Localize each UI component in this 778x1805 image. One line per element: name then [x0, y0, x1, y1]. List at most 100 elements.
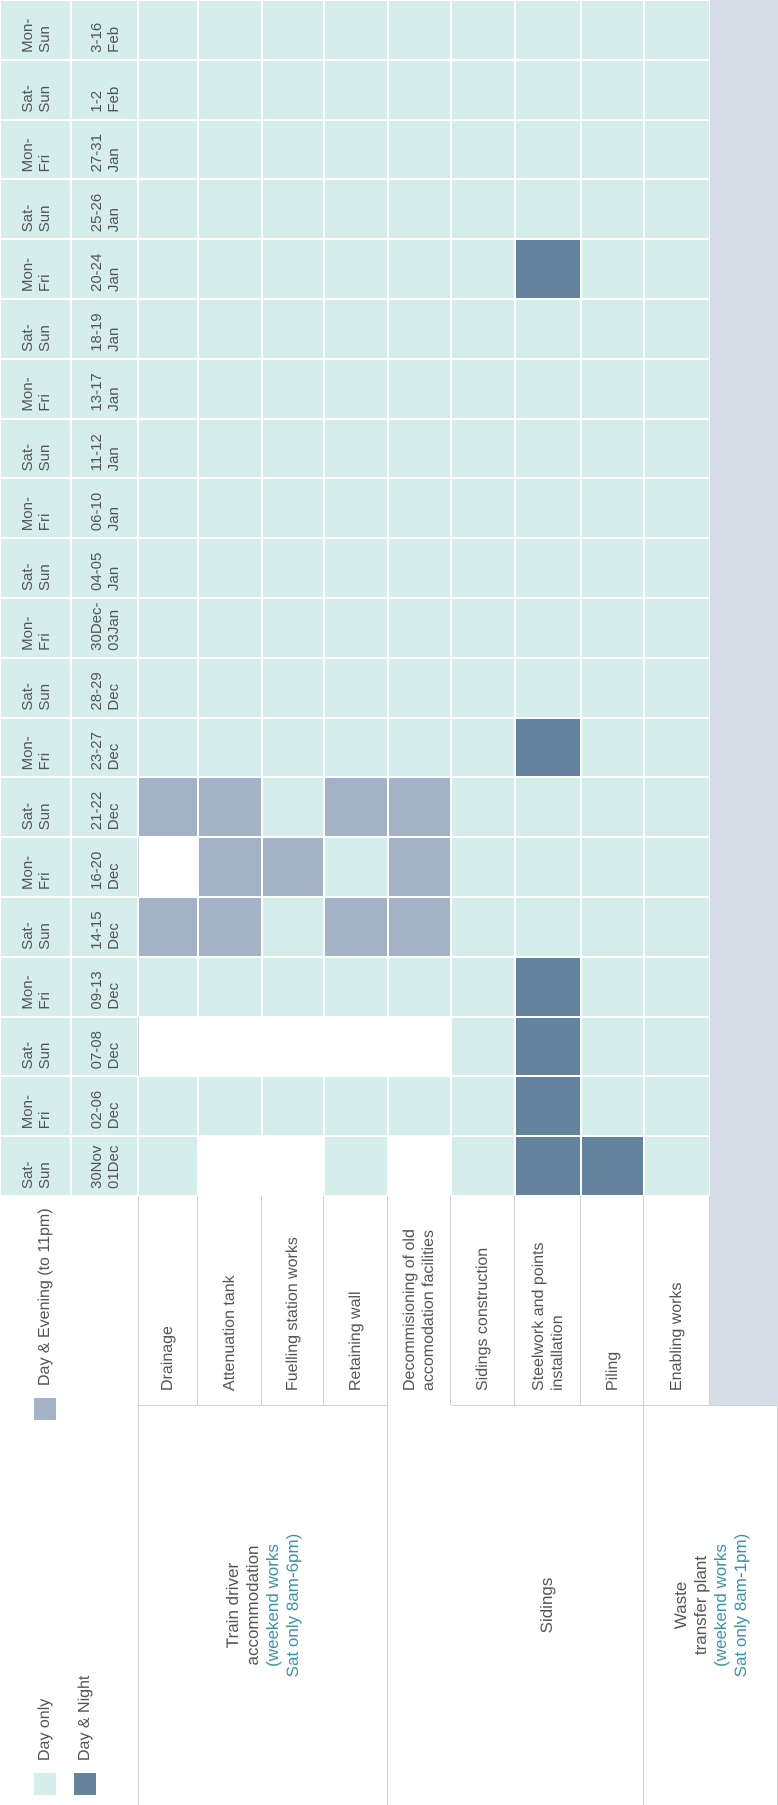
column-days: Mon- Sun	[0, 0, 71, 60]
legend-swatch	[74, 1773, 96, 1795]
column-days: Mon- Fri	[0, 478, 71, 539]
group-label: Waste transfer plant (weekend works Sat o…	[644, 1405, 778, 1805]
schedule-cell	[581, 777, 644, 838]
group-label: Train driver accommodation (weekend works…	[138, 1405, 388, 1805]
schedule-cell	[324, 538, 388, 598]
schedule-cell	[644, 358, 710, 419]
schedule-cell	[324, 418, 388, 479]
schedule-cell	[581, 1016, 644, 1077]
schedule-cell	[198, 239, 262, 299]
schedule-cell	[644, 837, 710, 897]
schedule-cell	[262, 299, 324, 359]
schedule-cell	[138, 179, 198, 240]
schedule-cell	[388, 418, 451, 479]
schedule-cell	[198, 119, 262, 180]
schedule-cell	[324, 119, 388, 180]
schedule-cell	[262, 0, 324, 60]
schedule-cell	[138, 657, 198, 718]
group-title: Train driver accommodation	[222, 1545, 262, 1666]
schedule-cell	[388, 299, 451, 359]
schedule-cell	[138, 239, 198, 299]
column-days: Sat- Sun	[0, 1136, 71, 1196]
schedule-cell	[644, 478, 710, 539]
schedule-cell	[262, 538, 324, 598]
activity-label: Retaining wall	[324, 1196, 388, 1405]
schedule-cell	[138, 59, 198, 120]
schedule-cell	[515, 299, 581, 359]
column-days: Sat- Sun	[0, 418, 71, 479]
schedule-cell	[515, 478, 581, 539]
schedule-cell	[324, 179, 388, 240]
schedule-cell	[644, 657, 710, 718]
schedule-cell	[451, 598, 515, 658]
schedule-cell	[644, 717, 710, 778]
activity-label: Fuelling station works	[262, 1196, 324, 1405]
legend-item: Day & Night	[70, 1676, 100, 1795]
schedule-cell	[324, 897, 388, 957]
schedule-cell	[138, 299, 198, 359]
column-days: Mon- Fri	[0, 1076, 71, 1137]
schedule-cell	[324, 358, 388, 419]
schedule-cell	[515, 358, 581, 419]
column-dates: 28-29 Dec	[71, 657, 138, 718]
schedule-cell	[515, 59, 581, 120]
schedule-cell	[515, 657, 581, 718]
schedule-cell	[388, 598, 451, 658]
schedule-cell	[262, 598, 324, 658]
schedule-cell	[138, 0, 198, 60]
column-days: Mon- Fri	[0, 717, 71, 778]
schedule-cell	[451, 837, 515, 897]
schedule-cell	[644, 299, 710, 359]
schedule-cell	[388, 179, 451, 240]
schedule-cell	[644, 598, 710, 658]
column-days: Sat- Sun	[0, 59, 71, 120]
schedule-cell	[198, 956, 262, 1017]
schedule-cell	[324, 777, 388, 838]
schedule-cell	[451, 777, 515, 838]
column-dates: 1-2 Feb	[71, 59, 138, 120]
schedule-cell	[388, 239, 451, 299]
schedule-cell	[198, 1076, 262, 1137]
schedule-cell	[138, 897, 198, 957]
activity-label: Drainage	[138, 1196, 198, 1405]
schedule-cell	[262, 478, 324, 539]
column-days: Mon- Fri	[0, 598, 71, 658]
activity-label: Decommisioning of old accomodation facil…	[388, 1196, 451, 1405]
schedule-cell	[451, 657, 515, 718]
schedule-cell	[138, 777, 198, 838]
column-dates: 30Dec- 03Jan	[71, 598, 138, 658]
column-dates: 11-12 Jan	[71, 418, 138, 479]
schedule-cell	[644, 956, 710, 1017]
schedule-cell	[388, 478, 451, 539]
legend-label: Day only	[36, 1698, 53, 1761]
schedule-cell	[138, 358, 198, 419]
schedule-cell	[581, 358, 644, 419]
legend-item: Day only	[30, 1699, 60, 1795]
schedule-cell	[262, 358, 324, 419]
legend-label: Day & Night	[76, 1675, 93, 1761]
schedule-cell	[581, 1136, 644, 1196]
schedule-cell	[644, 119, 710, 180]
column-days: Mon- Fri	[0, 837, 71, 897]
schedule-cell	[581, 538, 644, 598]
schedule-cell	[581, 897, 644, 957]
column-days: Sat- Sun	[0, 897, 71, 957]
schedule-cell	[262, 179, 324, 240]
schedule-cell	[451, 1016, 515, 1077]
schedule-cell	[644, 1076, 710, 1137]
schedule-cell	[138, 1136, 198, 1196]
schedule-cell	[324, 59, 388, 120]
schedule-cell	[515, 598, 581, 658]
column-days: Sat- Sun	[0, 179, 71, 240]
legend-item: Day & Evening (to 11pm)	[30, 1208, 60, 1420]
schedule-cell	[198, 179, 262, 240]
schedule-cell	[198, 0, 262, 60]
schedule-cell	[644, 777, 710, 838]
schedule-cell	[644, 0, 710, 60]
schedule-cell	[198, 717, 262, 778]
group-label: Sidings	[451, 1405, 644, 1805]
schedule-cell	[324, 478, 388, 539]
schedule-cell	[138, 598, 198, 658]
schedule-cell	[324, 956, 388, 1017]
